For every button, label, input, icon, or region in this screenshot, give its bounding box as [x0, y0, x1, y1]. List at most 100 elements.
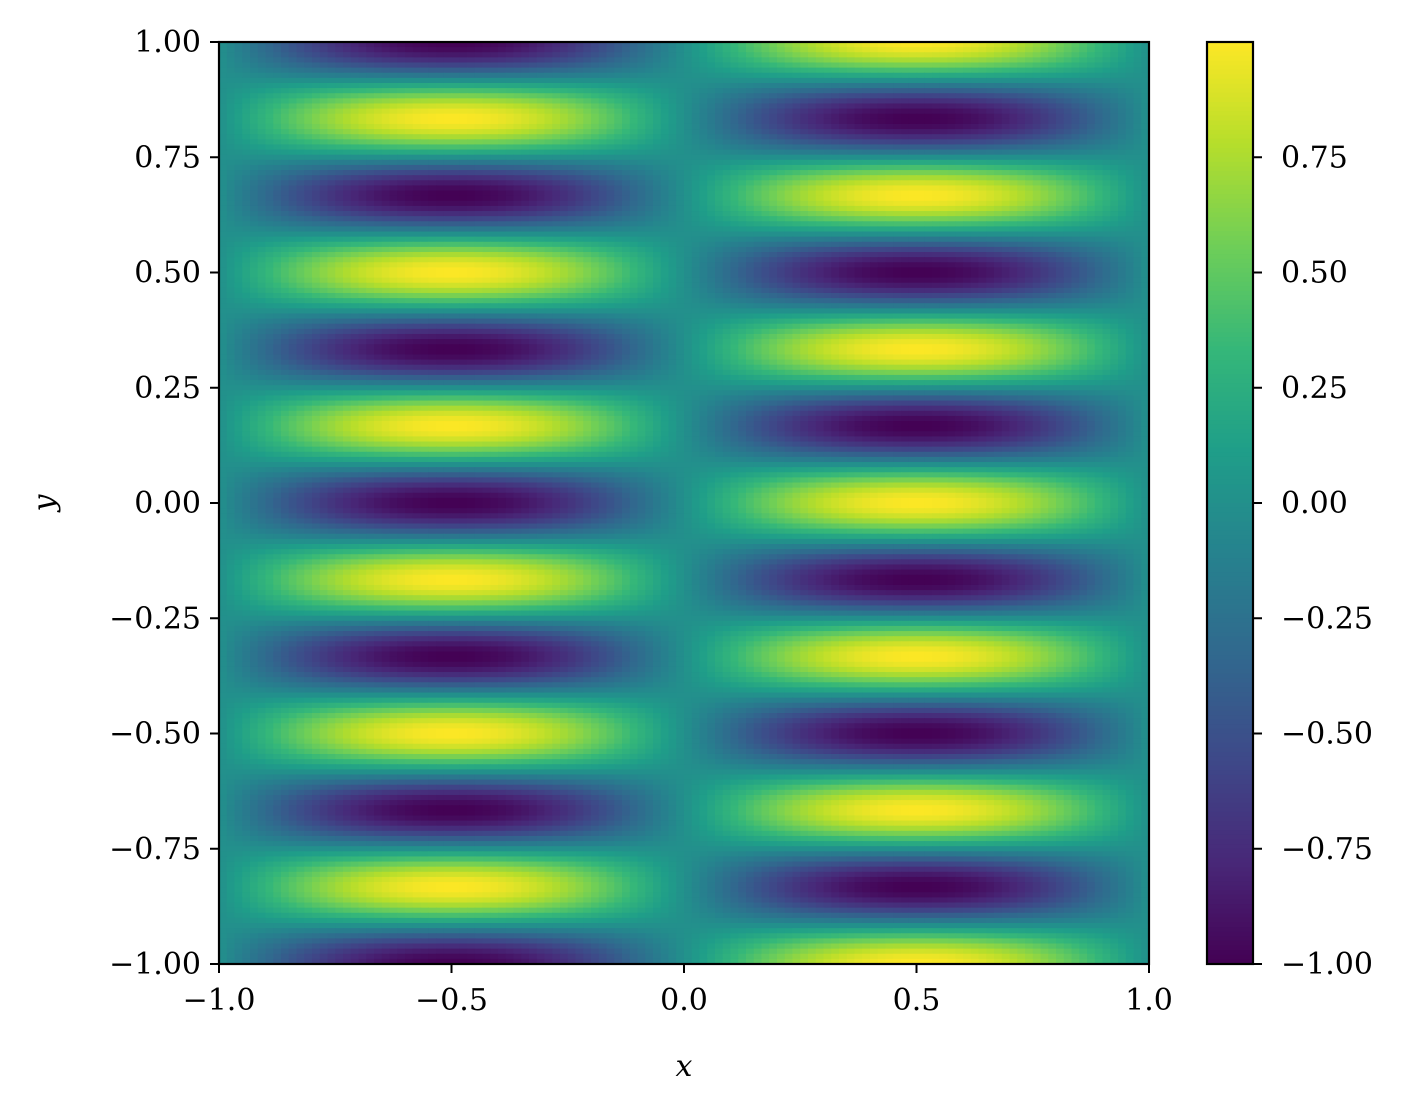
heatmap-cell [273, 150, 281, 156]
heatmap-cell [800, 52, 808, 58]
heatmap-cell [397, 180, 405, 186]
heatmap-cell [1079, 247, 1087, 253]
heatmap-cell [723, 124, 731, 130]
heatmap-cell [483, 206, 491, 212]
heatmap-cell [971, 206, 979, 212]
heatmap-cell [862, 119, 870, 125]
heatmap-cell [700, 247, 708, 253]
heatmap-cell [847, 73, 855, 79]
heatmap-cell [684, 109, 692, 115]
heatmap-cell [374, 134, 382, 140]
heatmap-cell [483, 124, 491, 130]
heatmap-cell [529, 78, 537, 84]
heatmap-cell [1095, 83, 1103, 89]
heatmap-cell [521, 139, 529, 145]
heatmap-cell [219, 134, 227, 140]
heatmap-cell [1041, 247, 1049, 253]
heatmap-cell [1002, 160, 1010, 166]
heatmap-cell [607, 124, 615, 130]
heatmap-cell [366, 196, 374, 202]
heatmap-cell [630, 221, 638, 227]
heatmap-cell [669, 62, 677, 68]
heatmap-cell [622, 221, 630, 227]
heatmap-cell [1118, 160, 1126, 166]
heatmap-cell [994, 109, 1002, 115]
heatmap-cell [599, 247, 607, 253]
heatmap-cell [405, 150, 413, 156]
heatmap-cell [227, 139, 235, 145]
heatmap-cell [475, 170, 483, 176]
heatmap-cell [1010, 124, 1018, 130]
heatmap-cell [824, 170, 832, 176]
heatmap-cell [893, 98, 901, 104]
heatmap-cell [731, 78, 739, 84]
heatmap-cell [219, 237, 227, 243]
heatmap-cell [614, 175, 622, 181]
heatmap-cell [777, 57, 785, 63]
heatmap-cell [359, 73, 367, 79]
heatmap-cell [281, 73, 289, 79]
heatmap-cell [428, 252, 436, 258]
heatmap-cell [684, 114, 692, 120]
heatmap-cell [762, 191, 770, 197]
heatmap-cell [808, 68, 816, 74]
heatmap-cell [335, 139, 343, 145]
heatmap-cell [335, 242, 343, 248]
heatmap-cell [335, 252, 343, 258]
heatmap-cell [351, 191, 359, 197]
heatmap-cell [529, 252, 537, 258]
heatmap-cell [374, 211, 382, 217]
heatmap-cell [762, 242, 770, 248]
heatmap-cell [374, 242, 382, 248]
heatmap-cell [886, 216, 894, 222]
heatmap-cell [591, 160, 599, 166]
heatmap-cell [583, 155, 591, 161]
heatmap-cell [653, 175, 661, 181]
heatmap-cell [893, 73, 901, 79]
heatmap-cell [917, 124, 925, 130]
heatmap-cell [506, 68, 514, 74]
heatmap-cell [312, 170, 320, 176]
heatmap-cell [963, 160, 971, 166]
heatmap-cell [312, 139, 320, 145]
heatmap-cell [583, 124, 591, 130]
heatmap-cell [560, 129, 568, 135]
heatmap-cell [754, 247, 762, 253]
heatmap-cell [242, 160, 250, 166]
heatmap-cell [320, 68, 328, 74]
heatmap-cell [591, 252, 599, 258]
heatmap-cell [707, 237, 715, 243]
heatmap-cell [932, 180, 940, 186]
heatmap-cell [490, 144, 498, 150]
heatmap-cell [870, 216, 878, 222]
heatmap-cell [258, 221, 266, 227]
heatmap-cell [955, 201, 963, 207]
heatmap-cell [343, 83, 351, 89]
heatmap-cell [661, 252, 669, 258]
heatmap-cell [390, 196, 398, 202]
heatmap-cell [552, 237, 560, 243]
heatmap-cell [1072, 170, 1080, 176]
heatmap-cell [366, 180, 374, 186]
heatmap-cell [924, 57, 932, 63]
heatmap-cell [421, 191, 429, 197]
heatmap-cell [870, 175, 878, 181]
heatmap-cell [1095, 211, 1103, 217]
heatmap-cell [917, 175, 925, 181]
heatmap-cell [661, 88, 669, 94]
heatmap-cell [529, 139, 537, 145]
heatmap-cell [917, 242, 925, 248]
heatmap-cell [963, 180, 971, 186]
heatmap-cell [1103, 119, 1111, 125]
heatmap-cell [537, 73, 545, 79]
heatmap-cell [599, 119, 607, 125]
heatmap-cell [917, 160, 925, 166]
heatmap-cell [397, 221, 405, 227]
heatmap-cell [475, 185, 483, 191]
heatmap-cell [893, 237, 901, 243]
heatmap-cell [1110, 201, 1118, 207]
heatmap-cell [335, 221, 343, 227]
heatmap-cell [382, 114, 390, 120]
heatmap-cell [498, 196, 506, 202]
heatmap-cell [421, 103, 429, 109]
